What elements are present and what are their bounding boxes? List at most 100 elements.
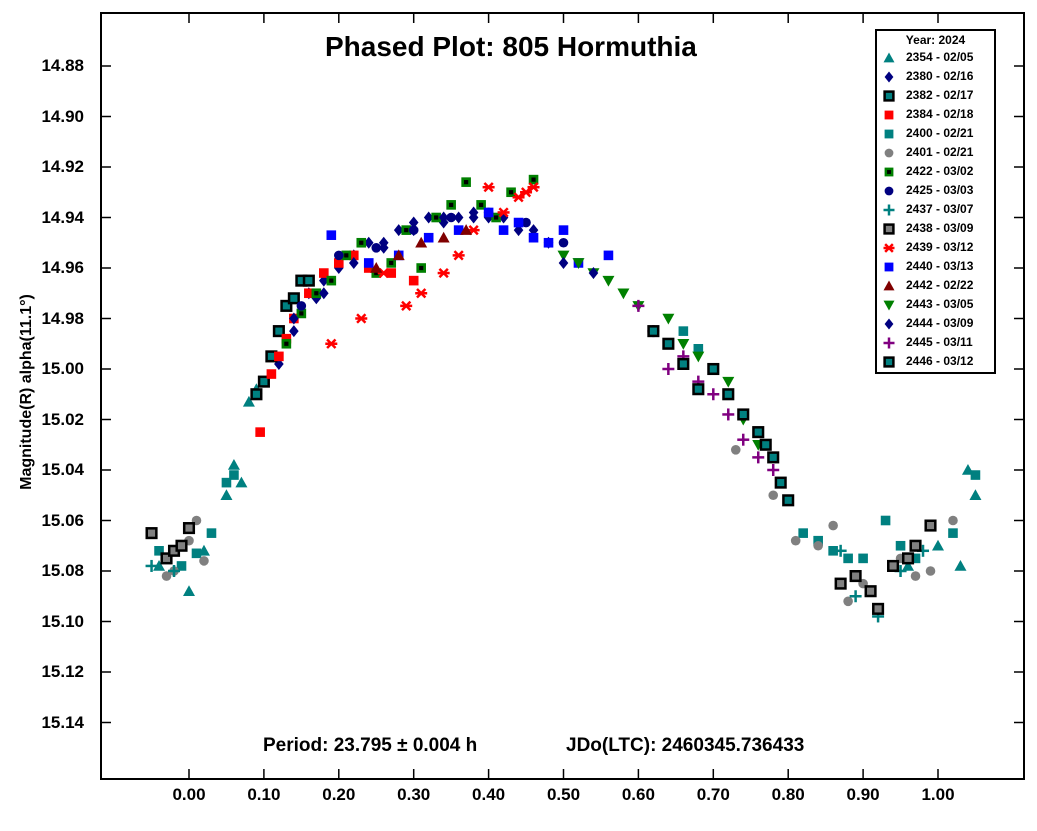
data-point-series-0 (954, 559, 967, 571)
legend-marker (884, 148, 894, 158)
data-point-series-8 (145, 559, 158, 572)
data-point-series-1 (423, 211, 434, 224)
data-point-series-9 (160, 552, 173, 565)
legend-entry: 2442 - 02/22 (877, 277, 996, 296)
legend-label: 2439 - 03/12 (906, 240, 974, 254)
legend-label: 2384 - 02/18 (906, 107, 974, 121)
data-point-series-13 (692, 351, 705, 363)
data-point-series-6 (461, 177, 471, 187)
data-point-series-0 (227, 458, 240, 470)
data-points (145, 174, 982, 623)
data-point-series-6 (326, 275, 337, 286)
legend-marker (883, 243, 895, 253)
data-point-series-11 (558, 225, 569, 235)
data-point-series-0 (902, 559, 915, 571)
data-point-series-16 (759, 438, 772, 451)
data-point-series-9 (175, 539, 188, 552)
legend-marker (884, 262, 894, 272)
data-point-series-16 (647, 325, 660, 338)
data-point-series-5 (790, 535, 801, 546)
data-point-series-6 (371, 268, 382, 278)
data-point-series-11 (498, 225, 509, 235)
y-tick-label: 15.12 (41, 662, 84, 681)
legend-label: 2445 - 03/11 (906, 335, 973, 349)
data-point-series-3 (408, 275, 419, 286)
data-point-series-0 (153, 559, 166, 571)
y-tick-label: 15.08 (41, 561, 84, 580)
axis-ticks (101, 13, 1024, 779)
data-point-series-0 (932, 539, 944, 551)
data-point-series-10 (400, 300, 413, 311)
legend: Year: 2024 2354 - 02/05 2380 - 02/16 2382 … (875, 29, 996, 374)
data-point-series-6 (431, 212, 441, 223)
data-point-series-4 (798, 528, 808, 538)
legend-marker (884, 71, 894, 83)
y-tick-label: 14.96 (41, 258, 84, 277)
data-point-series-10 (437, 267, 450, 279)
x-tick-label: 0.70 (696, 785, 730, 804)
legend-label: 2444 - 03/09 (906, 316, 974, 330)
data-point-series-14 (319, 287, 329, 300)
data-point-series-3 (266, 369, 277, 379)
data-point-series-12 (437, 231, 450, 243)
data-point-series-5 (925, 566, 936, 576)
data-point-series-4 (693, 344, 704, 354)
data-point-series-11 (483, 207, 494, 218)
data-point-series-6 (401, 225, 412, 235)
x-tick-label: 0.20 (322, 785, 356, 804)
y-tick-label: 15.00 (41, 359, 84, 378)
data-point-series-10 (452, 250, 465, 261)
data-point-series-4 (813, 535, 823, 546)
period-annotation: Period: 23.795 ± 0.004 h (263, 735, 478, 756)
legend-entry: 2438 - 03/09 (877, 220, 996, 239)
data-point-series-2 (250, 388, 263, 401)
x-tick-label: 1.00 (921, 785, 955, 804)
data-point-series-0 (235, 476, 248, 488)
y-tick-label: 15.06 (41, 510, 84, 530)
data-point-series-4 (880, 515, 891, 526)
legend-entry: 2425 - 03/03 (877, 182, 996, 201)
data-point-series-5 (948, 515, 958, 526)
data-point-series-9 (872, 602, 885, 615)
legend-marker (883, 356, 895, 368)
data-point-series-16 (692, 383, 705, 396)
data-point-series-1 (363, 236, 374, 249)
data-point-series-5 (843, 596, 853, 607)
y-tick-label: 14.92 (41, 157, 84, 176)
data-point-series-11 (543, 237, 554, 248)
y-tick-label: 14.98 (41, 308, 84, 328)
data-point-series-4 (858, 553, 868, 564)
legend-label: 2440 - 03/13 (906, 259, 974, 273)
y-tick-label: 15.04 (41, 460, 84, 479)
data-point-series-6 (528, 174, 539, 185)
data-point-series-10 (325, 338, 338, 349)
x-tick-label: 0.10 (247, 785, 281, 804)
data-point-series-10 (512, 192, 525, 203)
data-point-series-11 (603, 250, 614, 261)
data-point-series-14 (289, 312, 299, 325)
data-point-series-7 (371, 243, 382, 253)
legend-entry: 2354 - 02/05 (877, 49, 996, 68)
data-point-series-2 (280, 299, 293, 312)
legend-entry: 2422 - 03/02 (877, 163, 996, 182)
data-point-series-13 (557, 250, 570, 262)
data-point-series-7 (558, 237, 569, 248)
legend-marker (884, 167, 894, 177)
data-point-series-16 (737, 408, 750, 421)
y-tick-label: 14.94 (41, 207, 84, 227)
data-point-series-4 (895, 540, 906, 551)
legend-entry: 2382 - 02/17 (877, 87, 996, 106)
data-point-series-14 (468, 211, 479, 224)
data-point-series-10 (497, 207, 510, 218)
data-point-series-16 (767, 451, 780, 464)
legend-marker (883, 52, 895, 63)
data-point-series-4 (176, 561, 187, 571)
data-point-series-15 (737, 433, 750, 446)
data-point-series-0 (220, 489, 233, 501)
data-point-series-3 (363, 263, 374, 273)
data-point-series-16 (752, 426, 765, 439)
legend-label: 2438 - 03/09 (906, 221, 974, 235)
data-point-series-13 (617, 288, 630, 300)
data-point-series-14 (408, 224, 419, 237)
data-point-series-6 (341, 250, 352, 261)
